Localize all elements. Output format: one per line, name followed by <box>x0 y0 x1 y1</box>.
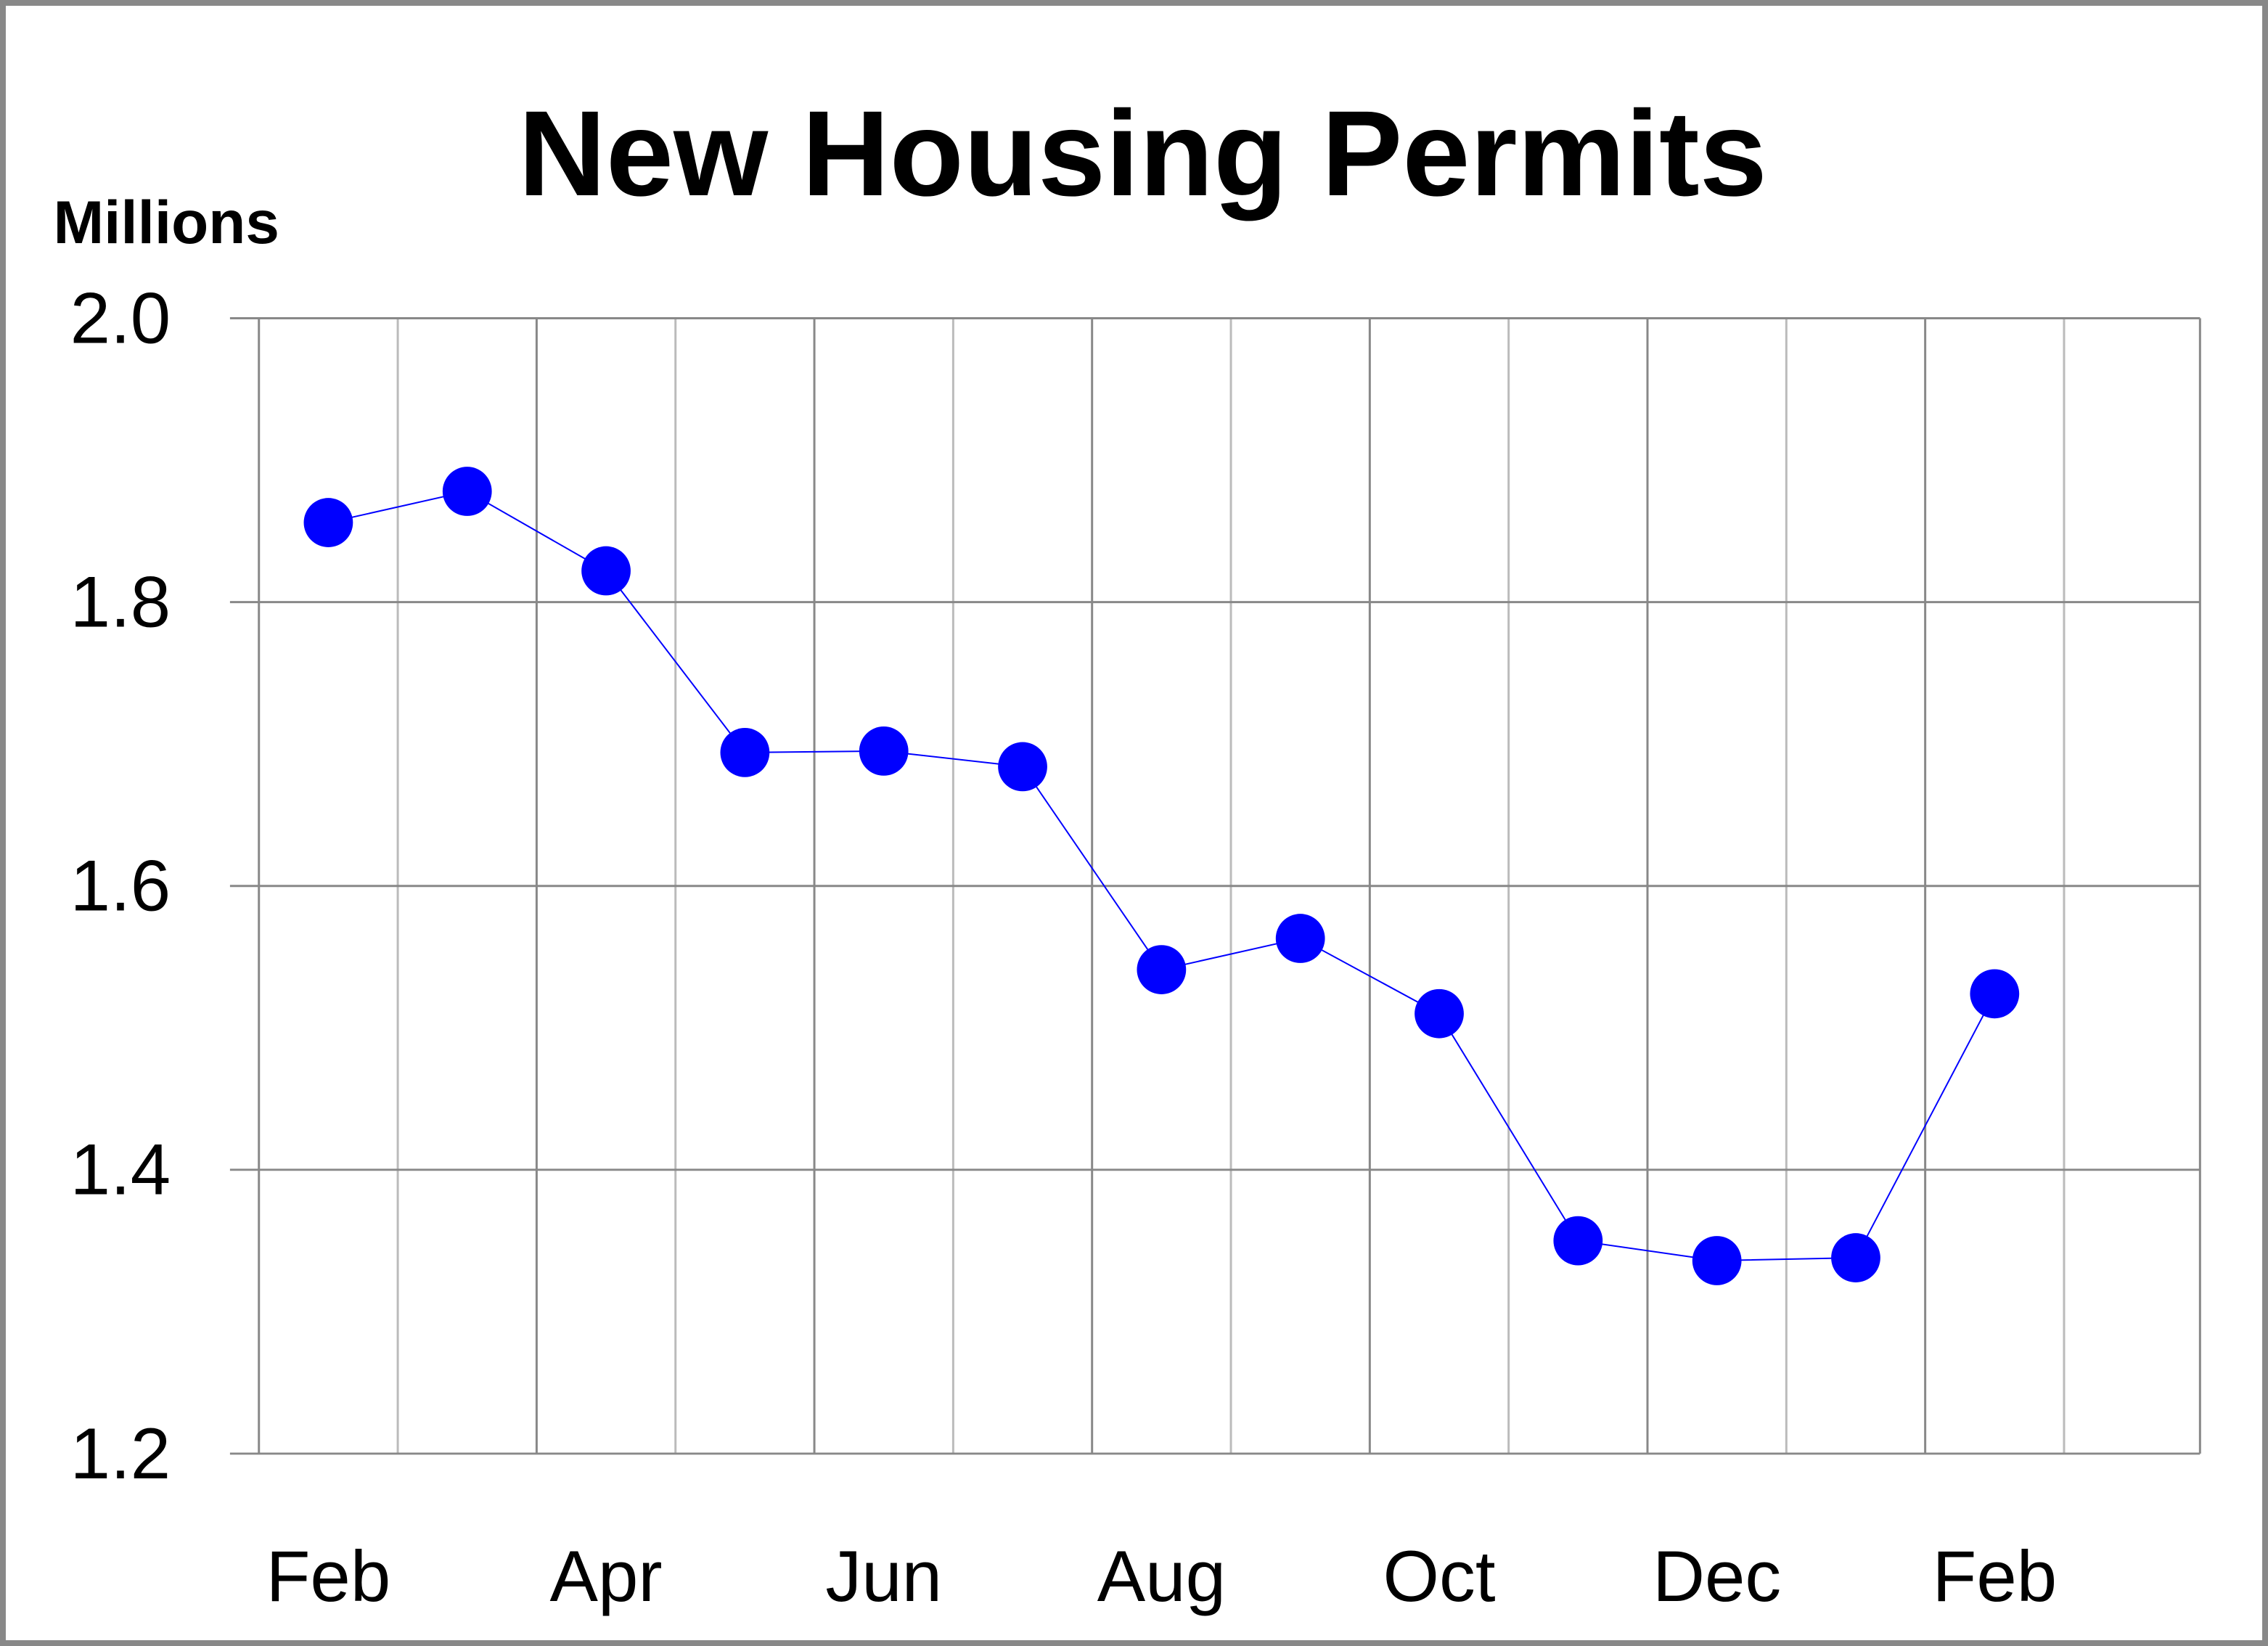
x-tick-label: Feb <box>1932 1536 2057 1617</box>
data-point <box>1831 1233 1880 1282</box>
data-point <box>1553 1216 1603 1266</box>
y-tick-label: 1.2 <box>70 1414 171 1494</box>
x-tick-label: Aug <box>1097 1536 1226 1617</box>
data-point <box>1275 914 1325 963</box>
y-tick-label: 1.4 <box>70 1130 171 1211</box>
data-point <box>581 546 631 596</box>
x-tick-label: Feb <box>266 1536 391 1617</box>
data-point <box>1692 1236 1742 1285</box>
x-tick-label: Apr <box>550 1536 663 1617</box>
data-point <box>1137 945 1187 994</box>
data-point <box>442 467 492 516</box>
data-point <box>1415 988 1464 1039</box>
y-axis-label: Millions <box>53 188 279 256</box>
y-tick-label: 2.0 <box>70 278 171 359</box>
x-tick-label: Oct <box>1383 1536 1496 1617</box>
data-point <box>303 498 353 547</box>
x-tick-label: Dec <box>1653 1536 1781 1617</box>
data-point <box>720 727 770 777</box>
data-point <box>1970 969 2020 1019</box>
chart-title: New Housing Permits <box>518 86 1767 221</box>
data-point <box>859 726 909 776</box>
y-tick-label: 1.8 <box>70 562 171 642</box>
x-tick-label: Jun <box>825 1536 942 1617</box>
data-point <box>998 742 1047 792</box>
y-tick-label: 1.6 <box>70 846 171 927</box>
